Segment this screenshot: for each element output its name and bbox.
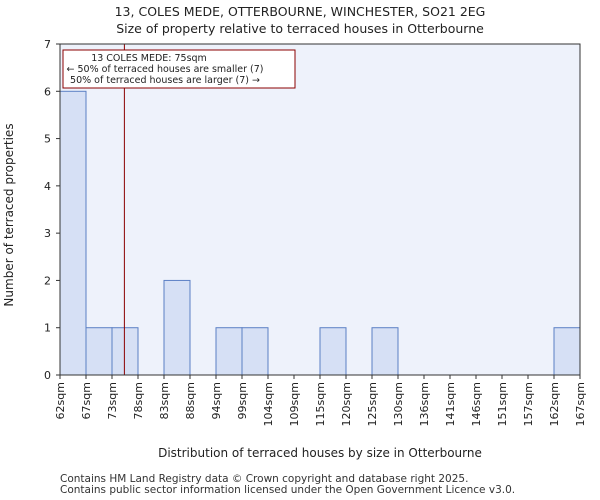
- bar-67sqm: [85, 327, 113, 376]
- y-tick-label: 6: [44, 85, 51, 98]
- x-tick-label: 83sqm: [158, 382, 171, 419]
- plot-area: [60, 44, 580, 375]
- x-tick-label: 62sqm: [54, 382, 67, 419]
- x-tick-label: 104sqm: [262, 382, 275, 426]
- x-tick-label: 146sqm: [470, 382, 483, 426]
- x-tick-label: 162sqm: [548, 382, 561, 426]
- annotation-line-3: 50% of terraced houses are larger (7) →: [70, 75, 260, 86]
- bar-125sqm: [371, 327, 399, 376]
- x-tick-label: 157sqm: [522, 382, 535, 426]
- x-tick-label: 78sqm: [132, 382, 145, 419]
- y-tick-label: 1: [44, 322, 51, 335]
- bar-115sqm: [319, 327, 347, 376]
- bar-99sqm: [241, 327, 269, 376]
- y-axis-label: Number of terraced properties: [2, 123, 16, 306]
- bar-162sqm: [553, 327, 581, 376]
- bar-94sqm: [215, 327, 243, 376]
- x-tick-label: 167sqm: [574, 382, 587, 426]
- x-tick-label: 130sqm: [392, 382, 405, 426]
- x-tick-label: 141sqm: [444, 382, 457, 426]
- y-tick-label: 3: [44, 227, 51, 240]
- annotation-line-2: ← 50% of terraced houses are smaller (7): [67, 64, 264, 75]
- y-tick-label: 2: [44, 274, 51, 287]
- x-tick-label: 73sqm: [106, 382, 119, 419]
- x-tick-label: 109sqm: [288, 382, 301, 426]
- y-tick-label: 0: [44, 369, 51, 382]
- x-tick-label: 120sqm: [340, 382, 353, 426]
- property-annotation: 13 COLES MEDE: 75sqm ← 50% of terraced h…: [62, 49, 296, 89]
- footer-copyright: Contains HM Land Registry data © Crown c…: [60, 473, 469, 485]
- x-axis-label: Distribution of terraced houses by size …: [158, 446, 482, 460]
- x-tick-label: 115sqm: [314, 382, 327, 426]
- x-tick-label: 125sqm: [366, 382, 379, 426]
- chart-title: 13, COLES MEDE, OTTERBOURNE, WINCHESTER,…: [114, 4, 486, 19]
- bar-73sqm: [111, 327, 139, 376]
- bar-83sqm: [163, 279, 191, 376]
- x-tick-label: 88sqm: [184, 382, 197, 419]
- x-tick-label: 94sqm: [210, 382, 223, 419]
- chart-subtitle: Size of property relative to terraced ho…: [116, 21, 484, 36]
- footer-licence: Contains public sector information licen…: [60, 484, 516, 496]
- y-tick-label: 5: [44, 133, 51, 146]
- x-tick-label: 67sqm: [80, 382, 93, 419]
- y-tick-label: 7: [44, 38, 51, 51]
- x-tick-label: 151sqm: [496, 382, 509, 426]
- x-tick-label: 136sqm: [418, 382, 431, 426]
- y-tick-label: 4: [44, 180, 51, 193]
- bar-62sqm: [59, 90, 87, 376]
- annotation-line-1: 13 COLES MEDE: 75sqm: [91, 53, 207, 64]
- x-tick-label: 99sqm: [236, 382, 249, 419]
